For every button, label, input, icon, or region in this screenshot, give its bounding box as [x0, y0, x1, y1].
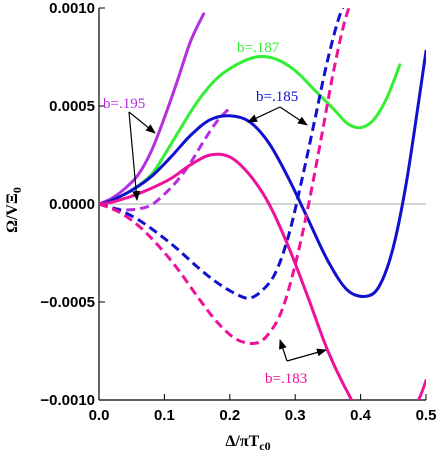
label-b183: b=.183	[265, 371, 307, 387]
arrow-b185-solid	[247, 106, 281, 123]
x-tick-label: 0.5	[416, 407, 436, 424]
x-tick-label: 0.4	[350, 407, 372, 424]
series-b195-solid-line	[99, 12, 206, 206]
x-axis-title: Δ/πTc0	[225, 433, 270, 451]
x-tick-label: 0.0	[89, 407, 110, 424]
label-b195: b=.195	[103, 96, 145, 112]
label-b185: b=.185	[256, 89, 298, 105]
arrow-b185-dashed	[279, 106, 308, 126]
x-tick-label: 0.1	[154, 407, 175, 424]
arrow-b195-dashed	[128, 111, 141, 201]
series-b185-solid-line	[99, 49, 426, 298]
x-tick-label: 0.3	[285, 407, 306, 424]
series-b183-dashed-line	[99, 8, 351, 345]
series-layer	[99, 8, 426, 400]
arrow-b183-solid	[286, 348, 327, 362]
series-b183-solid-line	[99, 152, 426, 400]
series-b195-dashed-line	[99, 106, 231, 212]
y-tick-label: −0.0010	[40, 392, 95, 409]
annotations: b=.195 b=.187 b=.185 b=.183	[103, 40, 327, 387]
y-tick-label: 0.0000	[49, 196, 95, 213]
arrow-b183-dashed	[279, 339, 288, 362]
y-axis-title: Ω/VΞ0	[4, 187, 24, 233]
axis-ticks: 0.0 0.1 0.2 0.3 0.4 0.5 −0.0010 −0.0005 0.0000 0.…	[40, 0, 436, 424]
y-tick-label: 0.0005	[49, 98, 95, 115]
y-tick-label: 0.0010	[49, 0, 95, 17]
y-tick-label: −0.0005	[40, 294, 95, 311]
x-tick-label: 0.2	[219, 407, 240, 424]
label-b187: b=.187	[237, 40, 280, 56]
series-b185-dashed-line	[99, 8, 345, 300]
arrow-b195-solid	[128, 111, 156, 134]
